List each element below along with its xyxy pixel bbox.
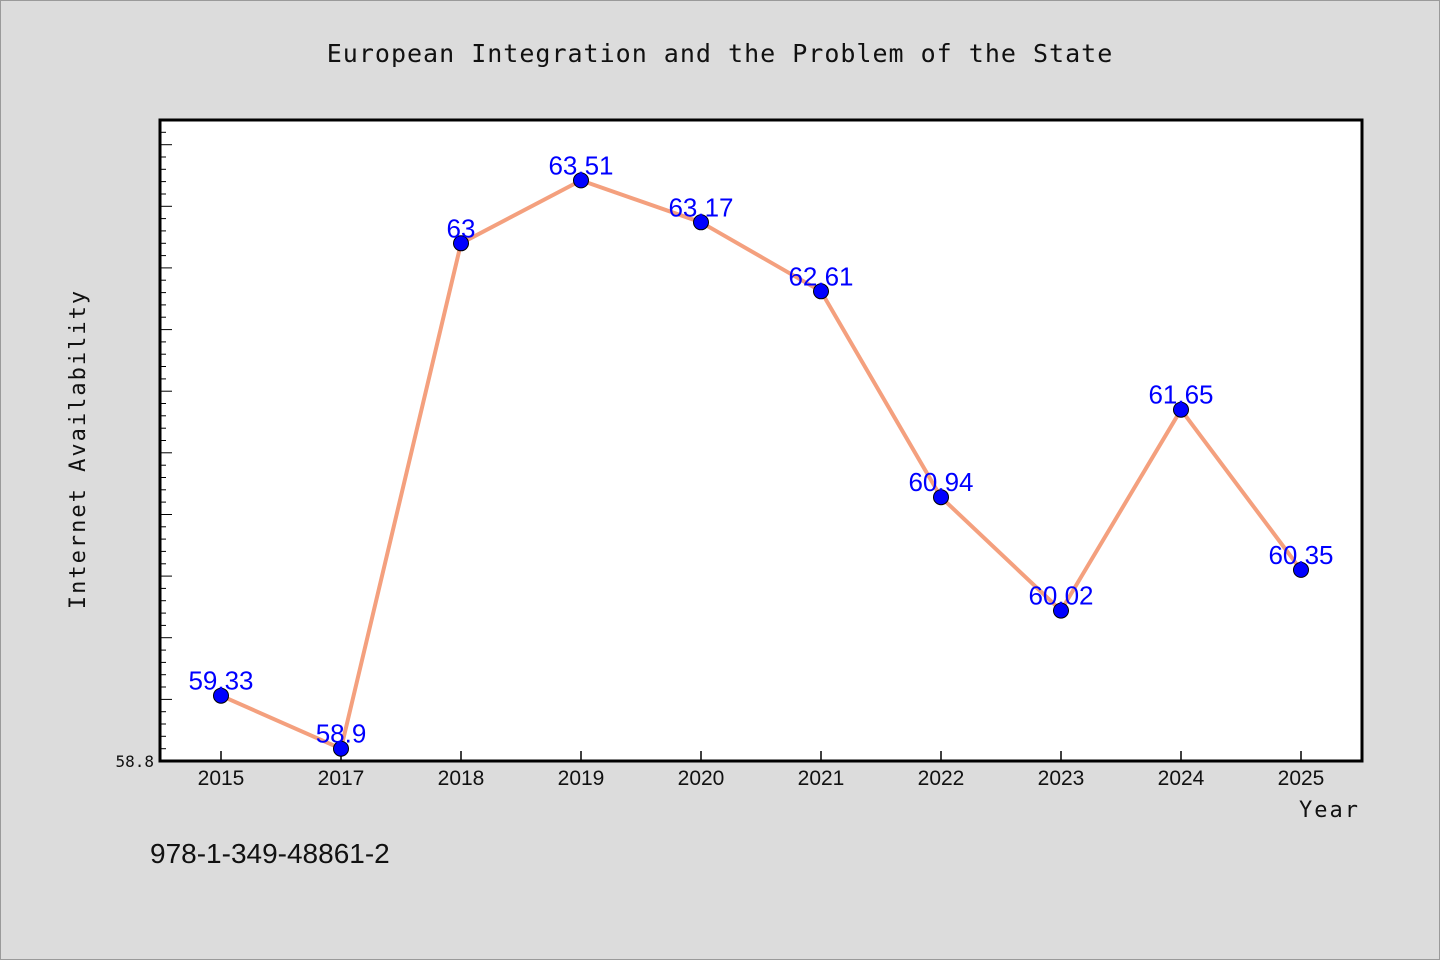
x-tick-label: 2021 [798,767,845,790]
x-tick-label: 2022 [918,767,965,790]
data-point [1293,561,1309,578]
chart-title: European Integration and the Problem of … [327,39,1114,68]
series-line [220,178,1303,751]
data-label: 58.9 [316,719,367,749]
data-point [213,687,229,704]
data-point [573,172,589,189]
data-point [1053,602,1069,619]
data-labels: 59.33 58.9 63 63.51 63.17 62.61 60.94 60.02 61.6… [188,150,1333,748]
data-markers [213,172,1309,757]
x-axis-ticks: 2015 2017 2018 2019 2020 2021 2022 2023 2024 2025 [198,751,1325,790]
x-tick-label: 2020 [678,767,725,790]
data-label: 63 [447,213,476,243]
plot-area [158,118,1364,763]
data-point [933,489,949,506]
data-label: 63.51 [548,150,613,180]
x-tick-label: 2017 [318,767,365,790]
data-point [333,740,349,757]
isbn-footer: 978-1-349-48861-2 [150,838,390,869]
data-point [693,214,709,231]
x-tick-label: 2019 [558,767,605,790]
x-tick-label: 2025 [1278,767,1325,790]
data-label: 62.61 [788,261,853,291]
data-label: 61.65 [1148,380,1213,410]
x-tick-label: 2018 [438,767,485,790]
data-point [1173,401,1189,418]
data-point [453,235,469,252]
x-tick-label: 2015 [198,767,245,790]
data-label: 60.35 [1268,540,1333,570]
x-tick-label: 2023 [1038,767,1085,790]
data-label: 60.02 [1028,581,1093,611]
data-label: 63.17 [668,192,733,222]
data-label: 60.94 [908,467,973,497]
x-tick-label: 2024 [1158,767,1205,790]
data-label: 59.33 [188,666,253,696]
y-axis-label: Internet Availability [66,289,91,609]
y-tick-label: 58.8 [115,752,154,771]
y-axis-ticks: 58.8 [115,752,154,771]
y-axis-minor-ticks [160,119,172,762]
x-axis-label: Year [1299,798,1360,823]
data-point [813,283,829,300]
